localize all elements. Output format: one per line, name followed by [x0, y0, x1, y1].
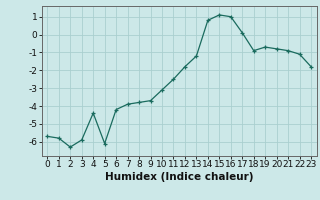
X-axis label: Humidex (Indice chaleur): Humidex (Indice chaleur) [105, 172, 253, 182]
